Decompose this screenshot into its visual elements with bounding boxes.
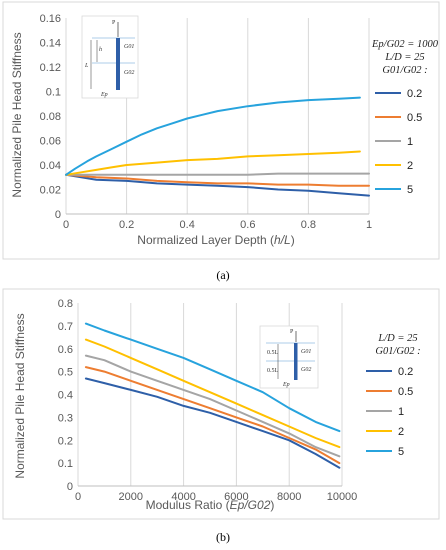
panel-b-label: (b) [216,530,230,544]
panel-b-legend-label-5: 5 [398,446,404,458]
panel-b-plot: 0 2000 4000 6000 8000 10000 0 0.1 0.2 0.3 0.4 0.5 0.… [58,298,358,503]
panel-b-y-tick-label: 0.4 [58,390,73,402]
panel-a-series-line-0.5 [65,173,370,187]
panel-a-y-tick-label: 0.06 [40,136,61,148]
panel-b-x-axis-title: Modulus Ratio (Ep/G02) [146,498,275,512]
panel-b-y-tick-label: 0.3 [58,412,73,424]
panel-a-y-tick-label: 0.1 [46,87,61,99]
panel-a-plot: 0 0.2 0.4 0.6 0.8 1 0 0.02 0.04 0.06 0.08 0.1 0.12 0.… [40,13,372,231]
inset-b-upper-soil-label: G01 [301,349,311,355]
panel-b-legend-label-0.5: 0.5 [398,386,413,398]
legend-a-items: 0.2 0.5 1 2 5 [375,88,422,196]
panel-b-series-line-2 [84,338,341,449]
legend-b-items: 0.2 0.5 1 2 5 [366,366,413,458]
panel-a-y-tick-label: 0.12 [40,62,61,74]
panel-b-y-tick-label: 0.1 [58,458,73,470]
panel-b: 0 2000 4000 6000 8000 1000000.10.20.30.40.50.… [2,288,440,544]
panel-b-legend: L/D = 25 G01/G02 : 0.2 0.5 1 2 5 [366,333,421,458]
panel-b-y-tick-label: 0 [67,481,73,493]
panel-a-y-tick-label: 0.04 [40,160,61,172]
panel-a-series-line-2 [65,150,361,176]
panel-a-x-tick-label: 0.8 [301,219,316,231]
panel-b-inset-schematic: P 0.5L G01 0.5L G02 Ep [259,325,319,389]
panel-a-series-line-5 [65,96,361,176]
panel-b-x-tick-label: 2000 [119,491,143,503]
panel-a-inset-schematic: P h G01 L G02 Ep [81,15,139,99]
panel-a-x-tick-label: 0.2 [119,219,134,231]
legend-a-header-3: G01/G02 : [382,65,427,76]
panel-a-legend-label-2: 2 [407,160,413,172]
panel-a-x-tick-label: 1 [366,219,372,231]
panel-b-series-line-0.2 [84,377,341,469]
panel-a-y-tick-label: 0.08 [40,111,61,123]
panel-b-series-line-1 [84,354,341,458]
panel-b-x-tick-label: 8000 [277,491,301,503]
panel-b-x-tick-label: 6000 [224,491,248,503]
inset-a-length-label: L [84,63,89,69]
inset-b-lower-soil-label: G02 [301,367,311,373]
panel-a-y-tick-label: 0 [55,209,61,221]
panel-a-series-line-1 [65,172,370,176]
panel-a-x-tick-label: 0.4 [180,219,195,231]
panel-b-x-tick-label: 0 [75,491,81,503]
panel-b-y-tick-label: 0.2 [58,435,73,447]
panel-a-y-tick-label: 0.14 [40,38,61,50]
panel-b-legend-label-0.2: 0.2 [398,366,413,378]
inset-b-upper-depth-label: 0.5L [267,350,279,356]
panel-b-x-tick-label: 10000 [327,491,358,503]
panel-b-x-tick-label: 4000 [171,491,195,503]
panel-b-y-tick-label: 0.8 [58,298,73,310]
panel-b-y-tick-label: 0.6 [58,344,73,356]
panel-a-frame [2,1,440,260]
panel-b-y-tick-label: 0.7 [58,321,73,333]
inset-b-lower-depth-label: 0.5L [267,368,279,374]
pile-shape [116,38,120,90]
panel-a-label: (a) [216,268,229,282]
panel-a-legend-label-5: 5 [407,184,413,196]
panel-b-series-line-5 [84,322,341,433]
panel-b-legend-label-2: 2 [398,426,404,438]
panel-b-y-axis-title: Normalized Pile Head Stiffness [13,313,27,478]
legend-b-header-1: L/D = 25 [377,333,417,344]
legend-a-header-2: L/D = 25 [384,52,424,63]
inset-a-load-label: P [112,20,116,26]
inset-a-depth-label: h [99,47,102,53]
panel-a-y-tick-label: 0.02 [40,185,61,197]
legend-b-header-2: G01/G02 : [375,346,420,357]
panel-a-legend-label-1: 1 [407,136,413,148]
inset-a-pile-modulus-label: Ep [100,92,108,98]
pile-shape [294,343,298,380]
panel-a-legend: Ep/G02 = 1000 L/D = 25 G01/G02 : 0.2 0.5 1… [371,39,439,196]
panel-a-x-axis-title: Normalized Layer Depth (h/L) [137,233,294,247]
panel-a-x-tick-label: 0 [63,219,69,231]
inset-b-load-label: P [290,329,294,335]
inset-b-pile-modulus-label: Ep [282,382,290,388]
legend-a-header-1: Ep/G02 = 1000 [371,39,439,50]
panel-a-series-line-0.2 [65,173,370,197]
panel-a-legend-label-0.5: 0.5 [407,112,422,124]
inset-a-upper-soil-label: G01 [124,44,134,50]
panel-a-y-tick-label: 0.16 [40,13,61,25]
panel-a-x-tick-label: 0.6 [240,219,255,231]
panel-a-y-axis-title: Normalized Pile Head Stiffness [10,32,24,197]
panel-b-legend-label-1: 1 [398,406,404,418]
panel-b-series-line-0.5 [84,366,341,465]
panel-a: 0 0.2 0.4 0.6 0.8 1 0 0.02 0.04 0.06 0.08 0.1 0.12 0.… [2,1,440,282]
panel-a-legend-label-0.2: 0.2 [407,88,422,100]
inset-a-lower-soil-label: G02 [124,70,134,76]
panel-b-y-tick-label: 0.5 [58,367,73,379]
